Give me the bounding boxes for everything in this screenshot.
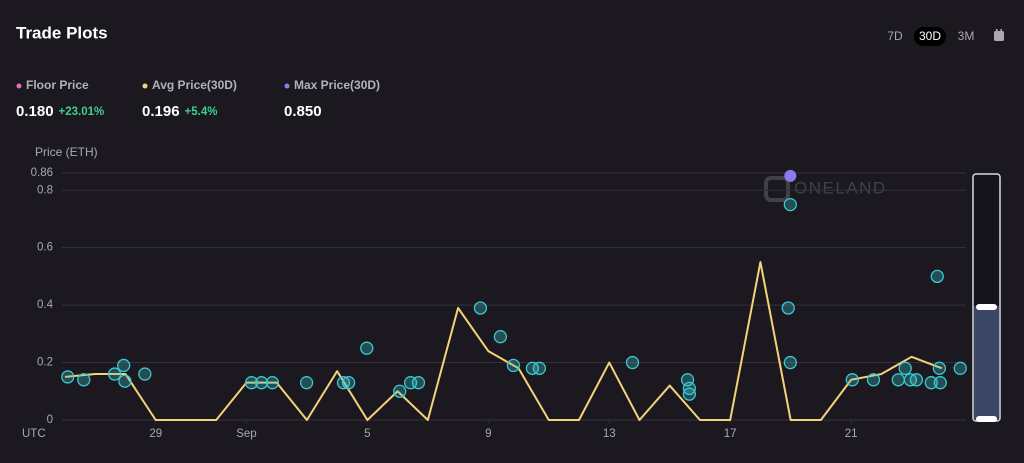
y-tick-label: 0.6: [37, 242, 53, 254]
calendar-body: [994, 31, 1004, 41]
stat-dot: [284, 83, 290, 89]
x-axis-title: UTC: [22, 428, 46, 440]
trade-point[interactable]: [525, 361, 540, 375]
trade-point[interactable]: [625, 355, 640, 370]
stat-value: 0.850: [284, 103, 322, 120]
trade-point[interactable]: [336, 376, 351, 390]
trade-point[interactable]: [138, 367, 152, 381]
y-tick-label: 0.86: [31, 167, 53, 179]
trade-point[interactable]: [898, 361, 912, 375]
calendar-ring: [1000, 29, 1002, 33]
watermark-text: ONELAND: [794, 178, 887, 197]
x-tick-label: Sep: [236, 428, 256, 440]
x-tick-label: 9: [485, 428, 491, 440]
stat-dot: [16, 83, 22, 89]
watermark: ONELAND: [764, 176, 887, 202]
x-tick-label: 29: [149, 428, 162, 440]
trade-point[interactable]: [909, 373, 924, 387]
trade-point[interactable]: [953, 361, 967, 375]
trade-point[interactable]: [866, 373, 881, 387]
y-tick-label: 0.8: [37, 184, 53, 196]
y-tick-label: 0: [47, 414, 53, 426]
trade-point[interactable]: [61, 370, 75, 384]
stat-label: Floor Price: [26, 78, 89, 92]
x-tick-label: 13: [603, 428, 616, 440]
trade-point[interactable]: [411, 376, 426, 390]
trade-point[interactable]: [783, 197, 797, 212]
y-axis-title: Price (ETH): [35, 145, 98, 159]
trade-point[interactable]: [933, 376, 947, 390]
trade-point[interactable]: [781, 301, 795, 315]
trade-point[interactable]: [473, 301, 488, 315]
trade-point[interactable]: [360, 341, 374, 355]
trade-point[interactable]: [393, 384, 407, 398]
trade-point[interactable]: [783, 355, 797, 370]
trade-point[interactable]: [932, 361, 947, 375]
calendar-icon[interactable]: [994, 29, 1004, 41]
trade-point[interactable]: [532, 361, 547, 375]
trade-point[interactable]: [117, 358, 131, 373]
trade-point[interactable]: [77, 373, 91, 387]
trade-point[interactable]: [254, 376, 269, 390]
tab[interactable]: 7D: [887, 29, 903, 43]
slider-handle[interactable]: [976, 416, 997, 422]
watermark-logo: [764, 176, 790, 202]
trade-point[interactable]: [924, 376, 938, 390]
title: Trade Plots: [16, 23, 108, 42]
y-tick-label: 0.4: [37, 299, 54, 311]
stat-label: Avg Price(30D): [152, 78, 237, 92]
calendar-ring: [996, 29, 998, 33]
stat-label: Max Price(30D): [294, 78, 380, 92]
trade-point[interactable]: [265, 376, 280, 390]
avg-price-line: [64, 261, 943, 421]
tab[interactable]: 3M: [958, 29, 975, 43]
stat-change: +5.4%: [185, 106, 218, 118]
x-tick-label: 17: [724, 428, 737, 440]
stat-value: 0.180: [16, 103, 54, 120]
stat-value: 0.196: [142, 103, 180, 120]
trade-point[interactable]: [341, 376, 356, 390]
trade-point[interactable]: [118, 374, 132, 388]
trade-point[interactable]: [930, 269, 944, 284]
trade-point[interactable]: [107, 367, 122, 381]
tab-group: 7D 30D 3M: [887, 27, 974, 46]
trade-point[interactable]: [891, 373, 905, 387]
range-slider[interactable]: [972, 173, 1001, 422]
stats: Floor Price 0.180 +23.01% Avg Price(30D) 0.1…: [16, 78, 380, 120]
slider-handle[interactable]: [976, 304, 997, 310]
max-price-point[interactable]: [784, 169, 797, 182]
tab[interactable]: 30D: [919, 29, 941, 43]
trade-point[interactable]: [682, 387, 697, 401]
trade-point[interactable]: [299, 376, 314, 390]
x-tick-label: 21: [845, 428, 858, 440]
trade-point[interactable]: [506, 358, 521, 373]
x-tick-label: 5: [364, 428, 370, 440]
stat-dot: [142, 83, 148, 89]
y-tick-label: 0.2: [37, 357, 53, 369]
slider-selection: [974, 306, 999, 420]
stat-change: +23.01%: [59, 106, 105, 118]
trade-point[interactable]: [845, 373, 859, 387]
trade-point[interactable]: [244, 376, 259, 390]
tab-selected-bg: [914, 27, 946, 46]
trade-point[interactable]: [493, 330, 508, 344]
